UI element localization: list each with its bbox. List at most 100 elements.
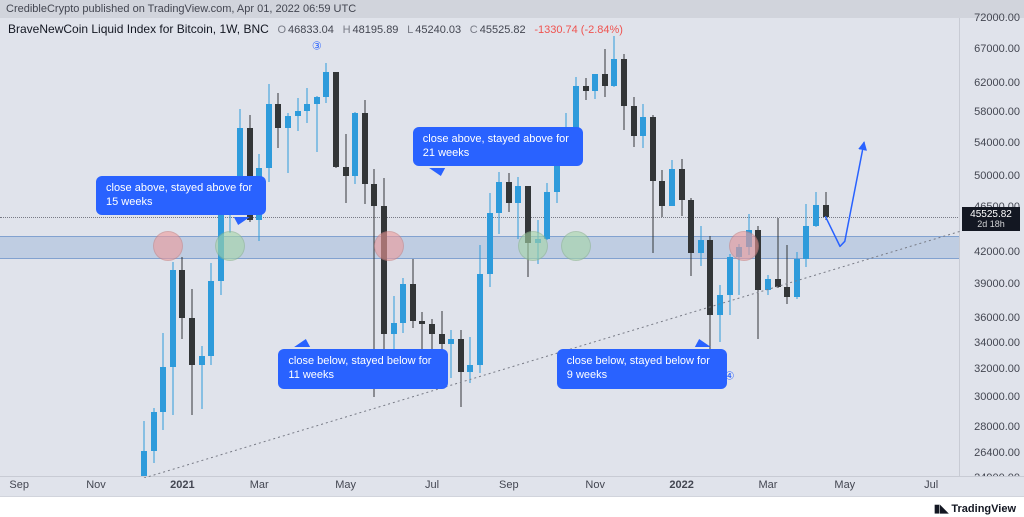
price-tick: 39000.00 bbox=[974, 278, 1020, 290]
candle bbox=[458, 330, 464, 407]
candle bbox=[823, 192, 829, 220]
time-tick: 2021 bbox=[170, 479, 194, 491]
close-label: C bbox=[470, 24, 478, 36]
circle-marker bbox=[729, 231, 759, 261]
candle bbox=[352, 112, 358, 183]
candle bbox=[295, 98, 301, 130]
time-tick: May bbox=[335, 479, 356, 491]
candle bbox=[189, 289, 195, 415]
close-value: 45525.82 bbox=[480, 24, 526, 36]
candle bbox=[410, 259, 416, 328]
candle bbox=[304, 88, 310, 123]
circle-marker bbox=[561, 231, 591, 261]
price-tick: 50000.00 bbox=[974, 170, 1020, 182]
time-tick: Sep bbox=[499, 479, 519, 491]
publisher-text: CredibleCrypto published on TradingView.… bbox=[6, 3, 356, 15]
elliot-wave-label: ③ bbox=[312, 39, 322, 52]
change-value: -1330.74 (-2.84%) bbox=[534, 24, 623, 36]
candle bbox=[477, 245, 483, 373]
high-value: 48195.89 bbox=[353, 24, 399, 36]
open-label: O bbox=[277, 24, 286, 36]
candle bbox=[467, 337, 473, 383]
time-tick: May bbox=[834, 479, 855, 491]
price-tick: 32000.00 bbox=[974, 363, 1020, 375]
elliot-wave-label: ④ bbox=[725, 370, 735, 383]
price-tick: 62000.00 bbox=[974, 77, 1020, 89]
candle bbox=[496, 172, 502, 235]
candle bbox=[544, 183, 550, 240]
candle bbox=[765, 275, 771, 295]
candle bbox=[515, 177, 521, 239]
time-axis[interactable]: SepNov2021MarMayJulSepNov2022MarMayJul bbox=[0, 476, 1024, 497]
candle bbox=[275, 93, 281, 149]
price-tick: 36000.00 bbox=[974, 312, 1020, 324]
candle bbox=[506, 173, 512, 213]
time-tick: Jul bbox=[924, 479, 938, 491]
candle bbox=[698, 226, 704, 266]
candle bbox=[650, 115, 656, 253]
time-tick: Nov bbox=[86, 479, 106, 491]
low-value: 45240.03 bbox=[415, 24, 461, 36]
time-tick: Mar bbox=[759, 479, 778, 491]
candle bbox=[448, 330, 454, 377]
annotation-callout[interactable]: close above, stayed above for 21 weeks bbox=[413, 127, 583, 167]
candle bbox=[285, 113, 291, 172]
candle bbox=[333, 72, 339, 169]
candle bbox=[170, 262, 176, 415]
price-tick: 67000.00 bbox=[974, 43, 1020, 55]
candle bbox=[199, 346, 205, 409]
candle bbox=[611, 36, 617, 87]
candle bbox=[266, 84, 272, 182]
annotation-callout[interactable]: close above, stayed above for 15 weeks bbox=[96, 176, 266, 216]
candle bbox=[487, 193, 493, 287]
candle bbox=[631, 97, 637, 147]
last-price-tag: 45525.822d 18h bbox=[962, 207, 1020, 232]
candle bbox=[688, 198, 694, 276]
price-tick: 58000.00 bbox=[974, 106, 1020, 118]
candle bbox=[602, 49, 608, 97]
symbol-title: BraveNewCoin Liquid Index for Bitcoin, 1… bbox=[8, 22, 269, 36]
publisher-bar: CredibleCrypto published on TradingView.… bbox=[0, 0, 1024, 18]
time-tick: 2022 bbox=[669, 479, 693, 491]
circle-marker bbox=[374, 231, 404, 261]
candle bbox=[439, 311, 445, 352]
symbol-info-row: BraveNewCoin Liquid Index for Bitcoin, 1… bbox=[8, 22, 625, 36]
circle-marker bbox=[518, 231, 548, 261]
open-value: 46833.04 bbox=[288, 24, 334, 36]
candle bbox=[640, 104, 646, 149]
candle bbox=[775, 218, 781, 288]
candle bbox=[151, 408, 157, 463]
annotation-callout[interactable]: close below, stayed below for 9 weeks bbox=[557, 349, 727, 389]
price-tick: 30000.00 bbox=[974, 391, 1020, 403]
candle bbox=[343, 134, 349, 203]
annotation-callout[interactable]: close below, stayed below for 11 weeks bbox=[278, 349, 448, 389]
price-tick: 72000.00 bbox=[974, 12, 1020, 24]
candle bbox=[179, 257, 185, 340]
candle bbox=[794, 252, 800, 300]
time-tick: Nov bbox=[585, 479, 605, 491]
candle bbox=[160, 333, 166, 430]
price-axis[interactable]: 72000.0067000.0062000.0058000.0054000.00… bbox=[959, 18, 1024, 478]
circle-marker bbox=[215, 231, 245, 261]
time-tick: Jul bbox=[425, 479, 439, 491]
time-tick: Sep bbox=[9, 479, 29, 491]
candle bbox=[784, 245, 790, 304]
candle bbox=[803, 204, 809, 268]
price-tick: 26400.00 bbox=[974, 447, 1020, 459]
tradingview-logo: ▮◣ TradingView bbox=[934, 502, 1016, 515]
candle bbox=[381, 178, 387, 351]
candle bbox=[592, 74, 598, 99]
price-tick: 34000.00 bbox=[974, 337, 1020, 349]
candle bbox=[669, 160, 675, 206]
price-tick: 28000.00 bbox=[974, 421, 1020, 433]
candle bbox=[362, 100, 368, 204]
candle bbox=[813, 192, 819, 228]
candle bbox=[208, 263, 214, 365]
candle bbox=[323, 63, 329, 103]
candle bbox=[314, 96, 320, 153]
low-label: L bbox=[407, 24, 413, 36]
chart-pane[interactable]: BLX close above, stayed above for 15 wee… bbox=[0, 18, 960, 478]
candle bbox=[707, 236, 713, 356]
candle bbox=[621, 54, 627, 130]
candle bbox=[717, 285, 723, 342]
